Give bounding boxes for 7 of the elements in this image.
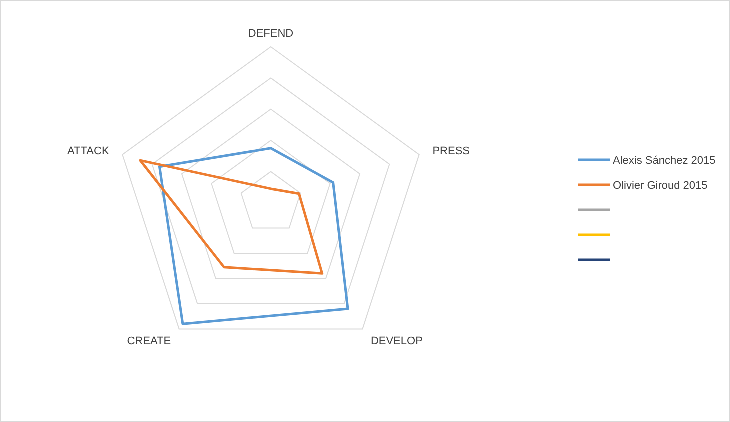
- spoke-label: CREATE: [127, 335, 172, 348]
- spoke-label: ATTACK: [68, 145, 110, 158]
- spoke-label: DEFEND: [248, 28, 294, 40]
- legend-label: Alexis Sánchez 2015: [613, 154, 716, 167]
- spoke-label: PRESS: [432, 145, 470, 158]
- legend-label: Olivier Giroud 2015: [613, 180, 708, 192]
- spoke-label: DEVELOP: [370, 335, 423, 348]
